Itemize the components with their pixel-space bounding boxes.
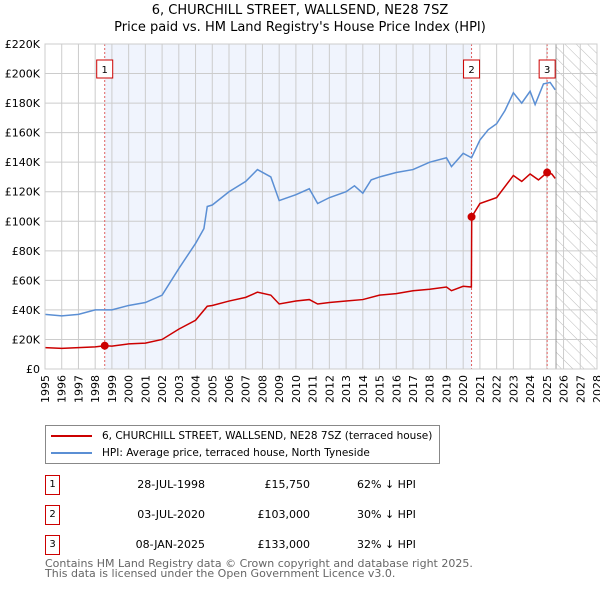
y-tick-label: £0 <box>26 363 40 376</box>
x-tick-label: 2021 <box>474 375 487 403</box>
x-tick-label: 2002 <box>156 375 169 403</box>
sale-date: 28-JUL-1998 <box>137 478 205 491</box>
sale-marker-label: 3 <box>544 65 550 76</box>
sale-marker-box <box>463 59 481 79</box>
x-tick-label: 2020 <box>457 375 470 403</box>
y-tick-label: £80K <box>12 245 41 258</box>
x-tick-label: 2013 <box>340 375 353 403</box>
y-tick-label: £140K <box>5 156 41 169</box>
sale-marker-label: 1 <box>102 65 108 76</box>
x-tick-label: 2028 <box>591 375 600 403</box>
y-tick-label: £220K <box>5 38 41 51</box>
x-tick-label: 2023 <box>507 375 520 403</box>
sale-date: 08-JAN-2025 <box>135 538 205 551</box>
x-tick-label: 2001 <box>139 375 152 403</box>
y-tick-label: £180K <box>5 97 41 110</box>
legend-swatch-red <box>51 435 92 437</box>
legend-label: HPI: Average price, terraced house, Nort… <box>102 447 370 459</box>
chart-title: 6, CHURCHILL STREET, WALLSEND, NE28 7SZ <box>151 3 449 18</box>
x-tick-label: 2004 <box>190 375 203 403</box>
sale-price: £133,000 <box>257 538 311 551</box>
x-tick-label: 2007 <box>240 375 253 403</box>
sale-date: 03-JUL-2020 <box>137 508 205 521</box>
x-tick-label: 1995 <box>39 375 52 403</box>
footer-line: This data is licensed under the Open Gov… <box>45 567 396 580</box>
sale-number: 3 <box>45 535 60 555</box>
sale-hpi-diff: 30% ↓ HPI <box>357 508 416 521</box>
y-tick-label: £20K <box>12 333 41 346</box>
y-tick-label: £120K <box>5 186 41 199</box>
x-tick-label: 2009 <box>273 375 286 403</box>
x-tick-label: 1999 <box>106 375 119 403</box>
y-tick-label: £100K <box>5 215 41 228</box>
future-hatch <box>556 44 597 369</box>
sale-period-shading <box>104 44 472 369</box>
x-tick-label: 2016 <box>390 375 403 403</box>
x-tick-label: 2003 <box>173 375 186 403</box>
series-line-property <box>44 171 556 350</box>
legend: 6, CHURCHILL STREET, WALLSEND, NE28 7SZ … <box>45 425 440 464</box>
legend-label: 6, CHURCHILL STREET, WALLSEND, NE28 7SZ … <box>102 430 433 442</box>
sale-price: £103,000 <box>257 508 311 521</box>
legend-item-property: 6, CHURCHILL STREET, WALLSEND, NE28 7SZ … <box>51 429 432 443</box>
y-tick-label: £200K <box>5 68 41 81</box>
x-tick-label: 2006 <box>223 375 236 403</box>
x-tick-label: 2025 <box>541 375 554 403</box>
legend-swatch-blue <box>51 452 92 454</box>
footer-line: Contains HM Land Registry data © Crown c… <box>45 557 473 570</box>
x-tick-label: 2011 <box>307 375 320 403</box>
sale-hpi-diff: 62% ↓ HPI <box>357 478 416 491</box>
sale-row: 3 08-JAN-2025 £133,000 32% ↓ HPI <box>45 535 445 555</box>
x-tick-label: 2015 <box>374 375 387 403</box>
y-tick-label: £160K <box>5 127 41 140</box>
x-tick-label: 1997 <box>72 375 85 403</box>
sale-marker-box <box>538 59 556 79</box>
plot-border <box>44 43 598 370</box>
sale-marker-label: 2 <box>468 65 474 76</box>
y-tick-label: £60K <box>12 274 41 287</box>
y-tick-label: £40K <box>12 304 41 317</box>
sale-point <box>467 212 476 221</box>
sale-point <box>543 168 552 177</box>
x-tick-label: 1998 <box>89 375 102 403</box>
x-tick-label: 2010 <box>290 375 303 403</box>
x-tick-label: 2027 <box>574 375 587 403</box>
x-tick-label: 2012 <box>323 375 336 403</box>
x-tick-label: 2008 <box>256 375 269 403</box>
chart-subtitle: Price paid vs. HM Land Registry's House … <box>114 20 486 35</box>
x-tick-label: 2026 <box>558 375 571 403</box>
series-line-hpi <box>44 81 556 317</box>
x-tick-label: 2017 <box>407 375 420 403</box>
sale-number: 1 <box>45 475 60 495</box>
footer: Contains HM Land Registry data © Crown c… <box>45 557 473 580</box>
x-tick-label: 2024 <box>524 375 537 403</box>
plot-area: 1995 1996 1997 1998 1999 2000 2001 2002 2003 2004… <box>5 38 600 403</box>
x-tick-label: 2014 <box>357 375 370 403</box>
x-tick-label: 2018 <box>424 375 437 403</box>
sale-hpi-diff: 32% ↓ HPI <box>357 538 416 551</box>
sale-price: £15,750 <box>264 478 311 491</box>
x-tick-label: 2019 <box>440 375 453 403</box>
sale-row: 2 03-JUL-2020 £103,000 30% ↓ HPI <box>45 505 445 525</box>
sale-point <box>100 341 109 350</box>
x-tick-label: 2000 <box>123 375 136 403</box>
x-tick-label: 2022 <box>491 375 504 403</box>
sale-number: 2 <box>45 505 60 525</box>
sale-row: 1 28-JUL-1998 £15,750 62% ↓ HPI <box>45 475 445 495</box>
sale-marker-box <box>96 59 114 79</box>
legend-item-hpi: HPI: Average price, terraced house, Nort… <box>51 446 370 460</box>
x-tick-label: 2005 <box>206 375 219 403</box>
x-tick-label: 1996 <box>56 375 69 403</box>
